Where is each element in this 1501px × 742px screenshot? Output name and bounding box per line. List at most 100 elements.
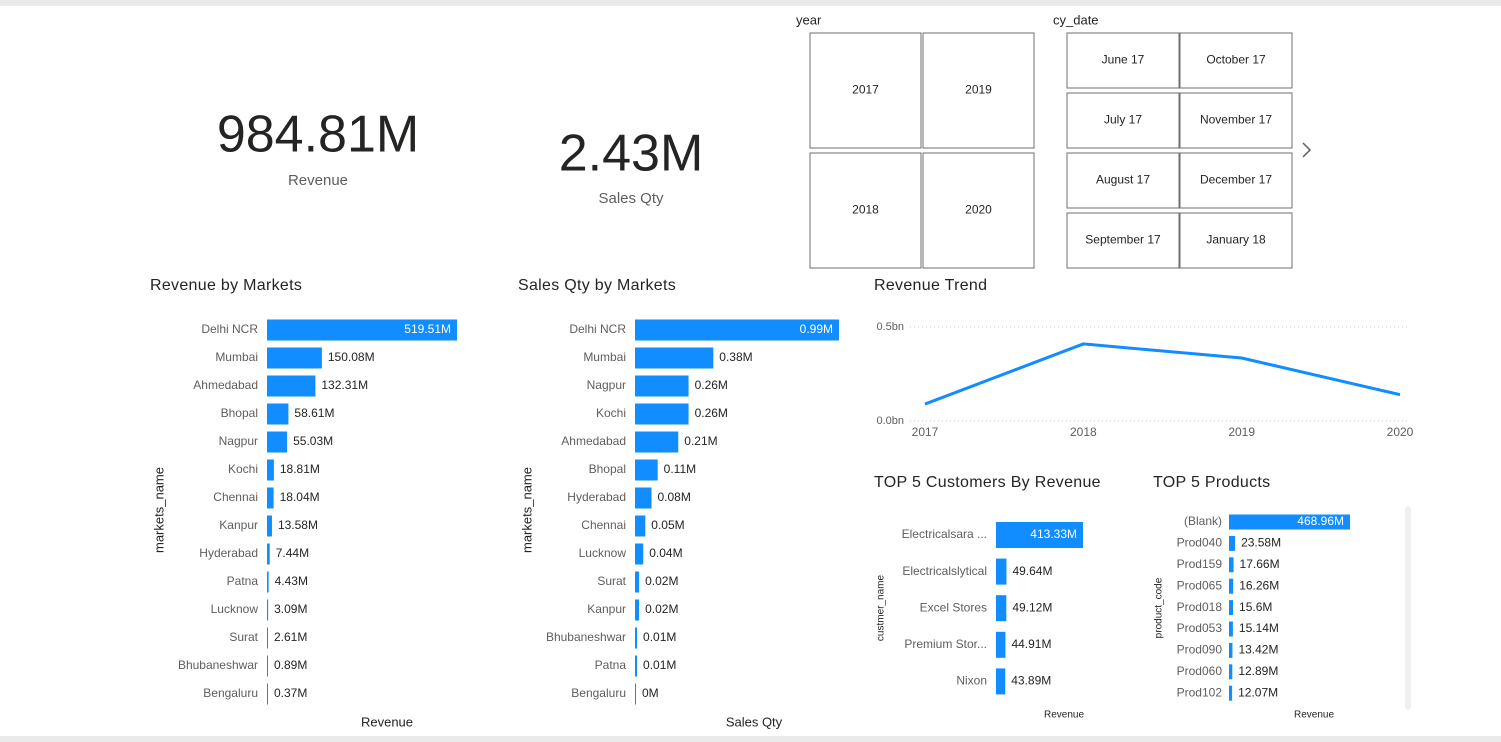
bar[interactable]	[1229, 685, 1233, 701]
bar[interactable]	[635, 347, 714, 369]
bar[interactable]	[1229, 642, 1233, 658]
bar[interactable]	[635, 431, 679, 453]
category-label: Nagpur	[219, 434, 258, 448]
bar[interactable]	[635, 627, 638, 649]
chart-title: Revenue by Markets	[150, 277, 302, 294]
chart-title: TOP 5 Customers By Revenue	[874, 474, 1101, 491]
data-label: 0.21M	[684, 434, 717, 448]
slicer-tile[interactable]	[809, 32, 922, 149]
bar[interactable]	[267, 515, 272, 537]
slicer-tile[interactable]	[1066, 152, 1180, 209]
card-value: 2.43M	[559, 125, 704, 183]
bar[interactable]	[267, 683, 268, 705]
slicer-item: July 17	[1104, 113, 1142, 127]
bar[interactable]	[635, 655, 638, 677]
category-label: Patna	[595, 658, 627, 672]
bar[interactable]	[267, 431, 288, 453]
bar[interactable]	[267, 627, 268, 649]
bar[interactable]	[1229, 557, 1234, 573]
slicer-tile[interactable]	[922, 152, 1035, 269]
category-label: Kochi	[228, 462, 258, 476]
slicer-item: September 17	[1085, 233, 1161, 247]
bar[interactable]	[635, 459, 658, 481]
category-label: Nixon	[956, 674, 987, 688]
category-label: Kochi	[596, 406, 626, 420]
bar[interactable]	[267, 571, 269, 593]
bar[interactable]	[996, 595, 1007, 622]
data-label: 49.12M	[1012, 600, 1052, 614]
data-label: 16.26M	[1239, 578, 1279, 592]
bar[interactable]	[267, 487, 274, 509]
bar[interactable]	[635, 683, 636, 705]
data-label: 0.26M	[695, 378, 728, 392]
category-label: Hyderabad	[567, 490, 626, 504]
slicer-tile[interactable]	[922, 32, 1035, 149]
bar[interactable]	[635, 319, 839, 341]
bar[interactable]	[635, 543, 644, 565]
category-label: Prod065	[1177, 578, 1223, 592]
category-label: Bengaluru	[571, 686, 626, 700]
slicer-tile[interactable]	[1066, 32, 1180, 89]
slicer-tile[interactable]	[1066, 92, 1180, 149]
category-label: Ahmedabad	[193, 378, 258, 392]
bottom-bar	[0, 736, 1501, 742]
data-label: 0.01M	[643, 630, 676, 644]
bar[interactable]	[996, 558, 1007, 585]
bar[interactable]	[1229, 621, 1233, 637]
bar[interactable]	[267, 655, 268, 677]
category-label: Bhubaneshwar	[178, 658, 258, 672]
category-label: Electricalsara ...	[902, 527, 987, 541]
bar[interactable]	[635, 375, 689, 397]
slicer-tile[interactable]	[1179, 212, 1293, 269]
bar[interactable]	[267, 403, 289, 425]
slicer-tile[interactable]	[1179, 92, 1293, 149]
scrollbar[interactable]	[1405, 506, 1411, 710]
slicer-tile[interactable]	[1179, 32, 1293, 89]
bar[interactable]	[1229, 600, 1234, 616]
slicer-tile[interactable]	[809, 152, 922, 269]
bar[interactable]	[635, 403, 689, 425]
bar[interactable]	[1229, 514, 1350, 530]
slicer-title: year	[796, 12, 822, 27]
y-tick-label: 0.5bn	[876, 321, 904, 333]
slicer-tile[interactable]	[1066, 212, 1180, 269]
data-label: 13.42M	[1238, 643, 1278, 657]
bar[interactable]	[635, 571, 640, 593]
category-label: Chennai	[581, 518, 626, 532]
category-label: Mumbai	[215, 350, 258, 364]
bar[interactable]	[996, 668, 1006, 695]
bar[interactable]	[1229, 535, 1236, 551]
bar[interactable]	[1229, 578, 1234, 594]
bar[interactable]	[635, 515, 646, 537]
category-label: Bengaluru	[203, 686, 258, 700]
category-label: Mumbai	[583, 350, 626, 364]
category-label: Chennai	[213, 490, 258, 504]
bar[interactable]	[1229, 664, 1233, 680]
category-label: Surat	[229, 630, 258, 644]
category-label: Excel Stores	[920, 600, 987, 614]
data-label: 17.66M	[1240, 557, 1280, 571]
data-label: 13.58M	[278, 518, 318, 532]
bar[interactable]	[267, 347, 322, 369]
y-axis-title: product_code	[1154, 577, 1165, 638]
top-bar	[0, 0, 1501, 6]
bar[interactable]	[267, 375, 316, 397]
category-label: Lucknow	[211, 602, 259, 616]
slicer-tile[interactable]	[1179, 152, 1293, 209]
category-label: Surat	[597, 574, 626, 588]
bar[interactable]	[996, 631, 1006, 658]
bar[interactable]	[635, 599, 640, 621]
data-label: 0.02M	[645, 602, 678, 616]
category-label: Kanpur	[587, 602, 626, 616]
category-label: Prod018	[1177, 600, 1223, 614]
category-label: Kanpur	[219, 518, 258, 532]
bar[interactable]	[267, 319, 457, 341]
next-page-arrow[interactable]	[1302, 142, 1312, 158]
slicer-item: December 17	[1200, 173, 1272, 187]
bar[interactable]	[267, 459, 274, 481]
bar[interactable]	[267, 543, 270, 565]
data-label: 55.03M	[293, 434, 333, 448]
bar[interactable]	[996, 522, 1083, 548]
bar[interactable]	[267, 599, 269, 621]
bar[interactable]	[635, 487, 652, 509]
